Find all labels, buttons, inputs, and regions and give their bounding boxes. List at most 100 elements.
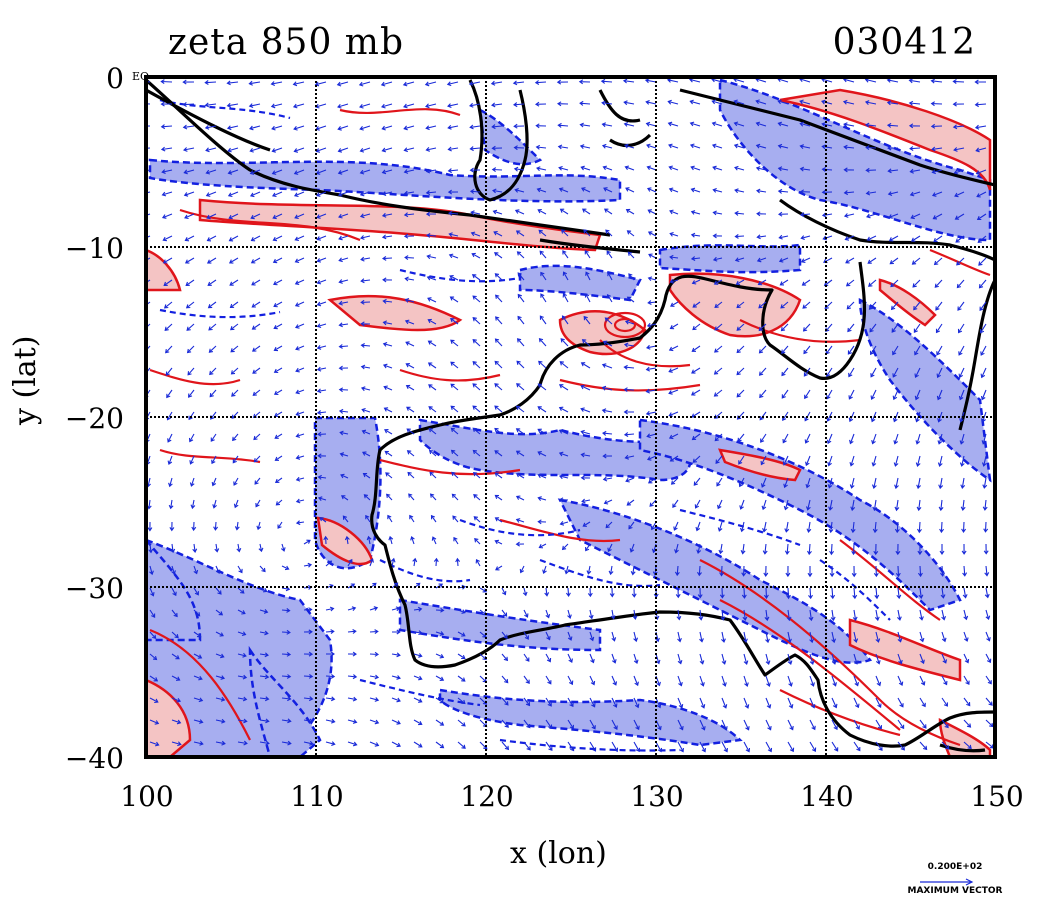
wind-vector	[435, 741, 445, 749]
wind-vector	[623, 409, 634, 415]
wind-vector	[149, 719, 160, 725]
wind-vector	[516, 251, 525, 259]
wind-vector	[256, 521, 262, 531]
wind-vector	[843, 144, 855, 150]
wind-vector	[559, 497, 569, 503]
wind-vector	[958, 345, 965, 356]
wind-vector	[645, 366, 657, 372]
wind-vector	[391, 741, 401, 748]
wind-vector	[405, 363, 415, 369]
wind-vector	[338, 322, 349, 328]
wind-vector	[847, 323, 855, 333]
wind-vector	[188, 389, 195, 398]
wind-vector	[494, 405, 503, 413]
wind-vector	[787, 653, 793, 666]
wind-vector	[963, 653, 970, 664]
wind-vector	[544, 587, 550, 597]
wind-vector	[294, 323, 305, 329]
wind-vector	[281, 696, 292, 702]
wind-vector	[451, 493, 459, 501]
wind-vector	[849, 433, 855, 445]
wind-vector	[472, 317, 481, 325]
wind-vector	[799, 144, 811, 149]
wind-vector	[713, 367, 723, 375]
wind-vector	[406, 428, 415, 435]
wind-vector	[425, 233, 437, 238]
wind-vector	[978, 257, 987, 266]
wind-vector	[205, 191, 217, 197]
wind-vector	[347, 629, 357, 634]
wind-vector	[234, 521, 240, 531]
wind-vector	[870, 345, 877, 356]
wind-vector	[787, 697, 794, 709]
wind-vector	[916, 477, 921, 490]
wind-vector	[743, 719, 750, 731]
wind-vector	[303, 562, 313, 568]
wind-vector	[408, 493, 415, 501]
wind-vector	[413, 653, 423, 658]
wind-vector	[850, 521, 856, 534]
wind-vector	[391, 697, 401, 703]
wind-vector	[426, 254, 437, 260]
wind-vector	[982, 477, 988, 489]
wind-vector	[585, 271, 591, 281]
wind-vector	[427, 340, 437, 347]
wind-vector	[381, 191, 393, 197]
wind-vector	[369, 629, 379, 635]
wind-vector	[939, 544, 945, 555]
wind-vector	[567, 631, 573, 641]
wind-vector	[338, 213, 349, 219]
wind-vector	[821, 212, 833, 218]
wind-vector	[580, 429, 591, 435]
wind-vector	[450, 318, 459, 325]
wind-vector	[892, 411, 899, 423]
wind-vector	[384, 450, 393, 457]
wind-vector	[644, 78, 657, 84]
wind-vector	[469, 102, 481, 108]
wind-vector	[690, 165, 701, 171]
wind-vector	[583, 229, 591, 237]
wind-vector	[786, 609, 792, 622]
wind-vector	[582, 521, 591, 527]
wind-vector	[227, 147, 239, 153]
wind-vector	[756, 234, 767, 240]
wind-vector	[733, 99, 745, 105]
wind-vector	[719, 565, 725, 577]
wind-vector	[740, 543, 746, 555]
wind-vector	[871, 477, 877, 489]
wind-vector	[865, 190, 877, 196]
wind-vector	[849, 455, 855, 467]
wind-vector	[273, 279, 283, 286]
wind-vector	[919, 609, 924, 621]
wind-vector	[758, 367, 767, 376]
wind-vector	[783, 499, 789, 511]
wind-vector	[149, 741, 160, 747]
y-tick-label: −30	[64, 572, 124, 605]
wind-vector	[985, 653, 992, 664]
wind-vector	[559, 361, 569, 369]
wind-vector	[277, 521, 283, 529]
wind-vector	[559, 208, 569, 215]
wind-vector	[425, 190, 437, 196]
wind-vector	[743, 675, 749, 687]
wind-vector	[435, 653, 445, 659]
wind-vector	[468, 81, 481, 86]
wind-vector	[937, 411, 943, 423]
wind-vector	[494, 494, 503, 501]
wind-vector	[427, 362, 437, 369]
wind-vector	[974, 124, 987, 130]
wind-vector	[981, 455, 987, 467]
wind-vector	[215, 653, 225, 659]
x-tick-label: 100	[120, 780, 174, 813]
wind-vector	[494, 472, 503, 479]
wind-vector	[982, 499, 988, 511]
wind-vector	[494, 517, 503, 523]
wind-vector	[171, 719, 182, 725]
wind-vector	[187, 367, 195, 376]
wind-vector	[623, 342, 635, 348]
wind-vector	[404, 297, 415, 303]
wind-vector	[804, 433, 811, 444]
wind-vector	[808, 609, 814, 622]
wind-vector	[237, 674, 248, 680]
wind-vector	[646, 143, 657, 149]
